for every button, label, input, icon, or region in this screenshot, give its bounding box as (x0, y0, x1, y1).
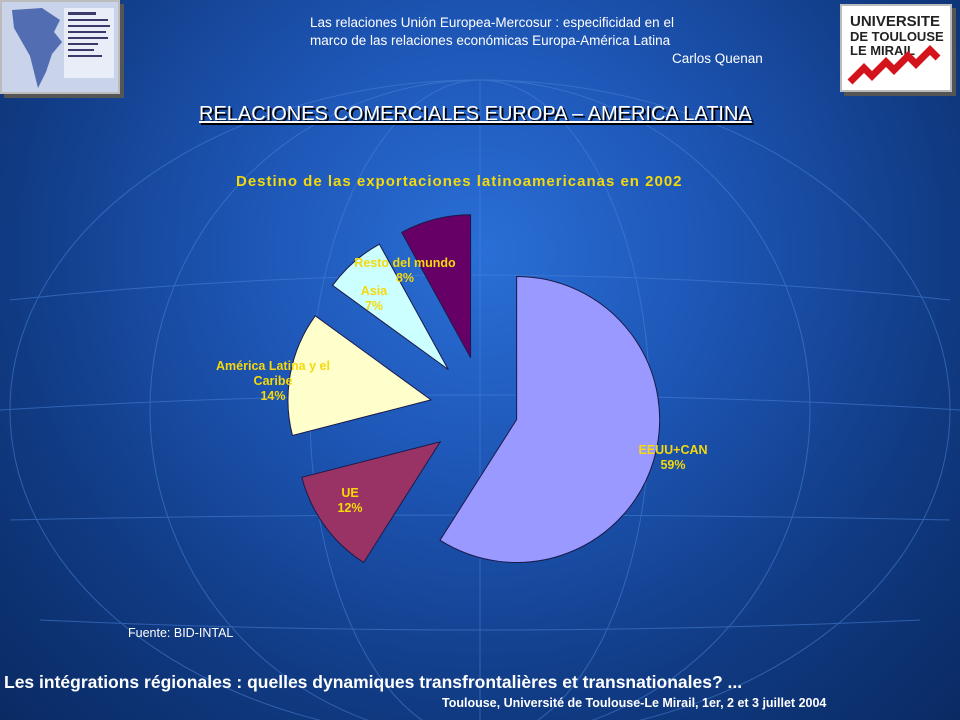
slice-label-eeuu-can-name: EEUU+CAN (638, 443, 708, 457)
slice-label-asia-value: 7% (364, 299, 384, 313)
pie-slice-eeuu-can (439, 275, 661, 563)
slice-label-ue: UE 12% (326, 486, 374, 516)
slice-label-resto-name: Resto del mundo (354, 256, 456, 270)
pie-slice-america-latina (287, 315, 433, 437)
universite-toulouse-logo: UNIVERSITE DE TOULOUSE LE MIRAIL (840, 4, 952, 92)
header-subtitle-line2: marco de las relaciones económicas Europ… (310, 33, 671, 48)
footer-subtitle: Toulouse, Université de Toulouse-Le Mira… (442, 696, 827, 710)
slice-label-eeuu-can-value: 59% (660, 458, 686, 472)
footer-title: Les intégrations régionales : quelles dy… (4, 672, 743, 692)
slice-label-resto-del-mundo: Resto del mundo 8% (336, 256, 474, 286)
slice-label-america-latina-name: América Latina y el Caribe (216, 359, 330, 388)
svg-text:LE MIRAIL: LE MIRAIL (850, 43, 915, 58)
slice-label-america-latina-value: 14% (260, 389, 286, 403)
slice-label-asia-name: Asia (360, 284, 388, 298)
pie-slice-resto-del-mundo (401, 214, 472, 358)
source-note: Fuente: BID-INTAL (128, 626, 234, 640)
slice-label-resto-value: 8% (395, 271, 415, 285)
pie-slice-asia (331, 243, 449, 370)
slice-label-eeuu-can: EEUU+CAN 59% (627, 443, 719, 473)
slide-title: RELACIONES COMERCIALES EUROPA – AMERICA … (199, 103, 752, 125)
slice-label-ue-name: UE (341, 486, 359, 500)
svg-text:UNIVERSITE: UNIVERSITE (850, 13, 940, 30)
header-author: Carlos Quenan (672, 51, 763, 66)
slice-label-asia: Asia 7% (352, 284, 396, 314)
ipealt-logo (0, 0, 120, 94)
chart-title: Destino de las exportaciones latinoameri… (236, 173, 683, 190)
slice-label-ue-value: 12% (337, 501, 363, 515)
pie-slice-ue (301, 440, 442, 564)
svg-text:DE TOULOUSE: DE TOULOUSE (850, 29, 944, 44)
header-subtitle-line1: Las relaciones Unión Europea-Mercosur : … (310, 15, 674, 30)
slice-label-america-latina: América Latina y el Caribe 14% (198, 359, 348, 404)
